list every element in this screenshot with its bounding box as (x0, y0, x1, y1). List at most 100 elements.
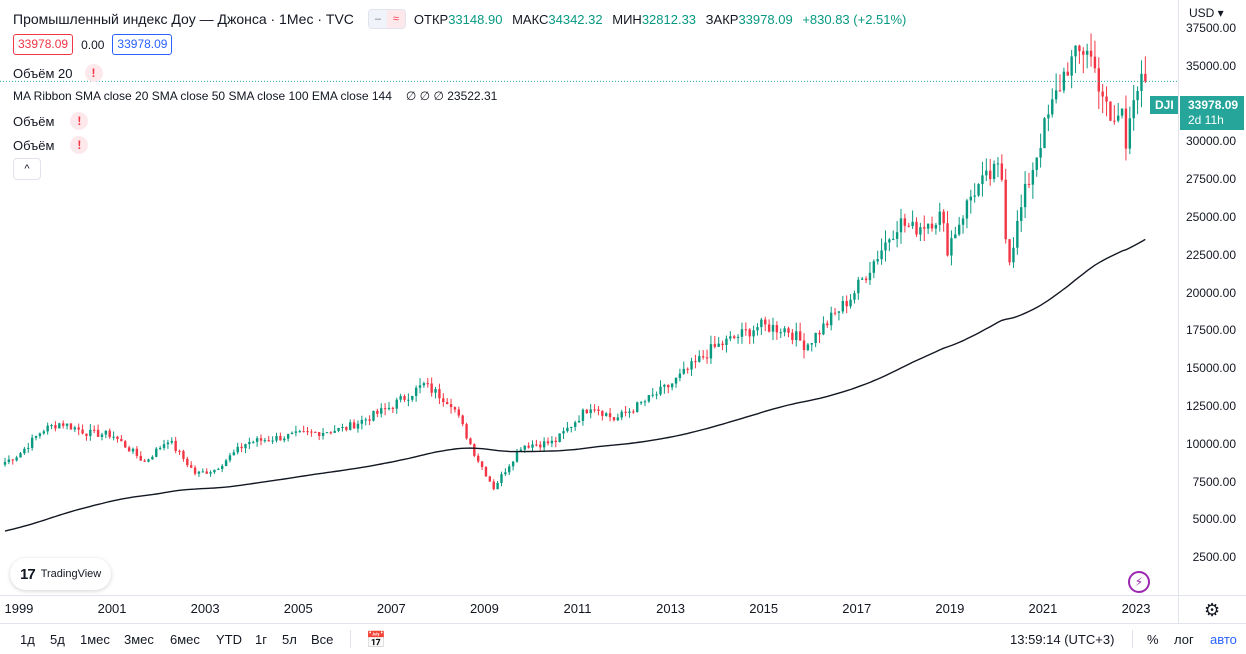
axis-settings[interactable]: ⚙ (1178, 595, 1246, 623)
candle-body (601, 410, 604, 416)
candle-body (736, 336, 740, 338)
price-tick: 5000.00 (1192, 512, 1236, 527)
candle-body (434, 389, 437, 393)
price-chart[interactable] (0, 0, 1178, 595)
volume-row-2[interactable]: Объём ! (13, 136, 89, 154)
candle-body (306, 431, 309, 433)
candle-body (50, 425, 53, 427)
range-button[interactable]: 3мес (124, 632, 154, 647)
candle-body (445, 402, 449, 405)
wave-icon[interactable]: ≈ (386, 10, 405, 28)
candle-body (694, 361, 697, 363)
warning-icon[interactable]: ! (84, 64, 103, 82)
year-tick: 2013 (656, 601, 686, 616)
range-button[interactable]: 1г (255, 632, 267, 647)
ma-ribbon-label[interactable]: MA Ribbon SMA close 20 SMA close 50 SMA … (13, 89, 392, 103)
auto-toggle[interactable]: авто (1210, 632, 1237, 647)
tradingview-logo[interactable]: 17 TradingView (10, 558, 112, 590)
candle-body (333, 430, 336, 433)
warning-icon[interactable]: ! (70, 136, 89, 154)
price-tick: 12500.00 (1185, 399, 1236, 414)
candle-body (636, 402, 639, 412)
price-tick: 35000.00 (1185, 58, 1236, 73)
candle-body (663, 384, 666, 387)
currency-selector[interactable]: USD ▾ (1189, 6, 1224, 20)
range-button[interactable]: 1мес (80, 632, 110, 647)
candle-body (892, 238, 895, 240)
gear-icon[interactable]: ⚙ (1204, 600, 1221, 620)
candle-body (992, 163, 996, 180)
volume20-label[interactable]: Объём 20 (13, 65, 73, 81)
buy-button[interactable]: 33978.09 (112, 34, 173, 55)
candle-body (674, 377, 678, 384)
candle-body (23, 448, 26, 454)
year-tick: 2019 (935, 601, 965, 616)
candle-body (1136, 90, 1139, 101)
candle-body (508, 466, 511, 473)
trade-row: 33978.09 0.00 33978.09 (13, 34, 173, 55)
candle-body (19, 453, 22, 458)
candle-body (116, 436, 119, 439)
candle-body (1070, 56, 1073, 76)
candle-body (104, 430, 108, 435)
candle-body (193, 467, 197, 474)
candle-body (147, 459, 150, 462)
candle-body (217, 468, 220, 470)
candle-body (829, 312, 833, 326)
candle-body (1004, 179, 1007, 240)
clock[interactable]: 13:59:14 (UTC+3) (1010, 632, 1115, 647)
candle-body (170, 440, 173, 443)
candle-body (729, 336, 732, 339)
year-tick: 2015 (749, 601, 779, 616)
time-axis[interactable]: 1999 2001 2003 2005 2007 2009 2011 2013 2015 2017… (0, 595, 1178, 623)
collapse-legend-button[interactable]: ^ (13, 158, 41, 180)
warning-icon[interactable]: ! (70, 112, 89, 130)
range-button[interactable]: YTD (216, 632, 242, 647)
candle-body (1023, 183, 1027, 208)
hide-icon[interactable]: – (368, 10, 387, 28)
ma-ribbon-row[interactable]: MA Ribbon SMA close 20 SMA close 50 SMA … (13, 89, 497, 103)
year-tick: 2021 (1028, 601, 1058, 616)
candle-body (290, 432, 294, 435)
percent-toggle[interactable]: % (1147, 632, 1159, 647)
candle-body (814, 332, 817, 344)
legend-toggle[interactable]: – ≈ (367, 9, 406, 29)
sell-button[interactable]: 33978.09 (13, 34, 74, 55)
candle-body (973, 195, 976, 197)
volume-label[interactable]: Объём (13, 137, 55, 153)
candle-body (620, 411, 623, 418)
range-button[interactable]: Все (311, 632, 334, 647)
range-button[interactable]: 5л (282, 632, 297, 647)
candle-body (81, 429, 84, 434)
high-label: МАКС (512, 11, 549, 27)
range-button[interactable]: 5д (50, 632, 65, 647)
volume-row-1[interactable]: Объём ! (13, 112, 89, 130)
candle-body (201, 471, 205, 473)
symbol-title[interactable]: Промышленный индекс Доу — Джонса · 1Мес … (13, 11, 354, 27)
price-scale[interactable]: USD ▾ 37500.0035000.0032500.0030000.0027… (1178, 0, 1246, 595)
calendar-range-icon[interactable]: 📅 (366, 632, 386, 649)
candle-body (286, 434, 290, 439)
candle-body (383, 408, 387, 410)
candle-body (946, 223, 949, 256)
candle-body (667, 384, 670, 388)
candle-body (376, 410, 379, 414)
volume-label[interactable]: Объём (13, 113, 55, 129)
candle-body (961, 218, 965, 225)
candle-body (511, 461, 515, 467)
change-value: +830.83 (+2.51%) (802, 11, 907, 27)
log-toggle[interactable]: лог (1174, 632, 1194, 647)
candle-body (616, 417, 620, 421)
spread-value: 0.00 (81, 37, 105, 52)
candle-body (89, 429, 92, 437)
candle-body (624, 411, 627, 413)
candle-body (368, 419, 371, 421)
price-tick: 27500.00 (1185, 172, 1236, 187)
range-button[interactable]: 1д (20, 632, 35, 647)
lightning-icon[interactable]: ⚡ (1128, 571, 1150, 593)
range-button[interactable]: 6мес (170, 632, 200, 647)
candle-body (1047, 114, 1050, 119)
candle-body (349, 422, 352, 430)
chart-pane[interactable]: Промышленный индекс Доу — Джонса · 1Мес … (0, 0, 1178, 595)
volume20-row[interactable]: Объём 20 ! (13, 64, 103, 82)
